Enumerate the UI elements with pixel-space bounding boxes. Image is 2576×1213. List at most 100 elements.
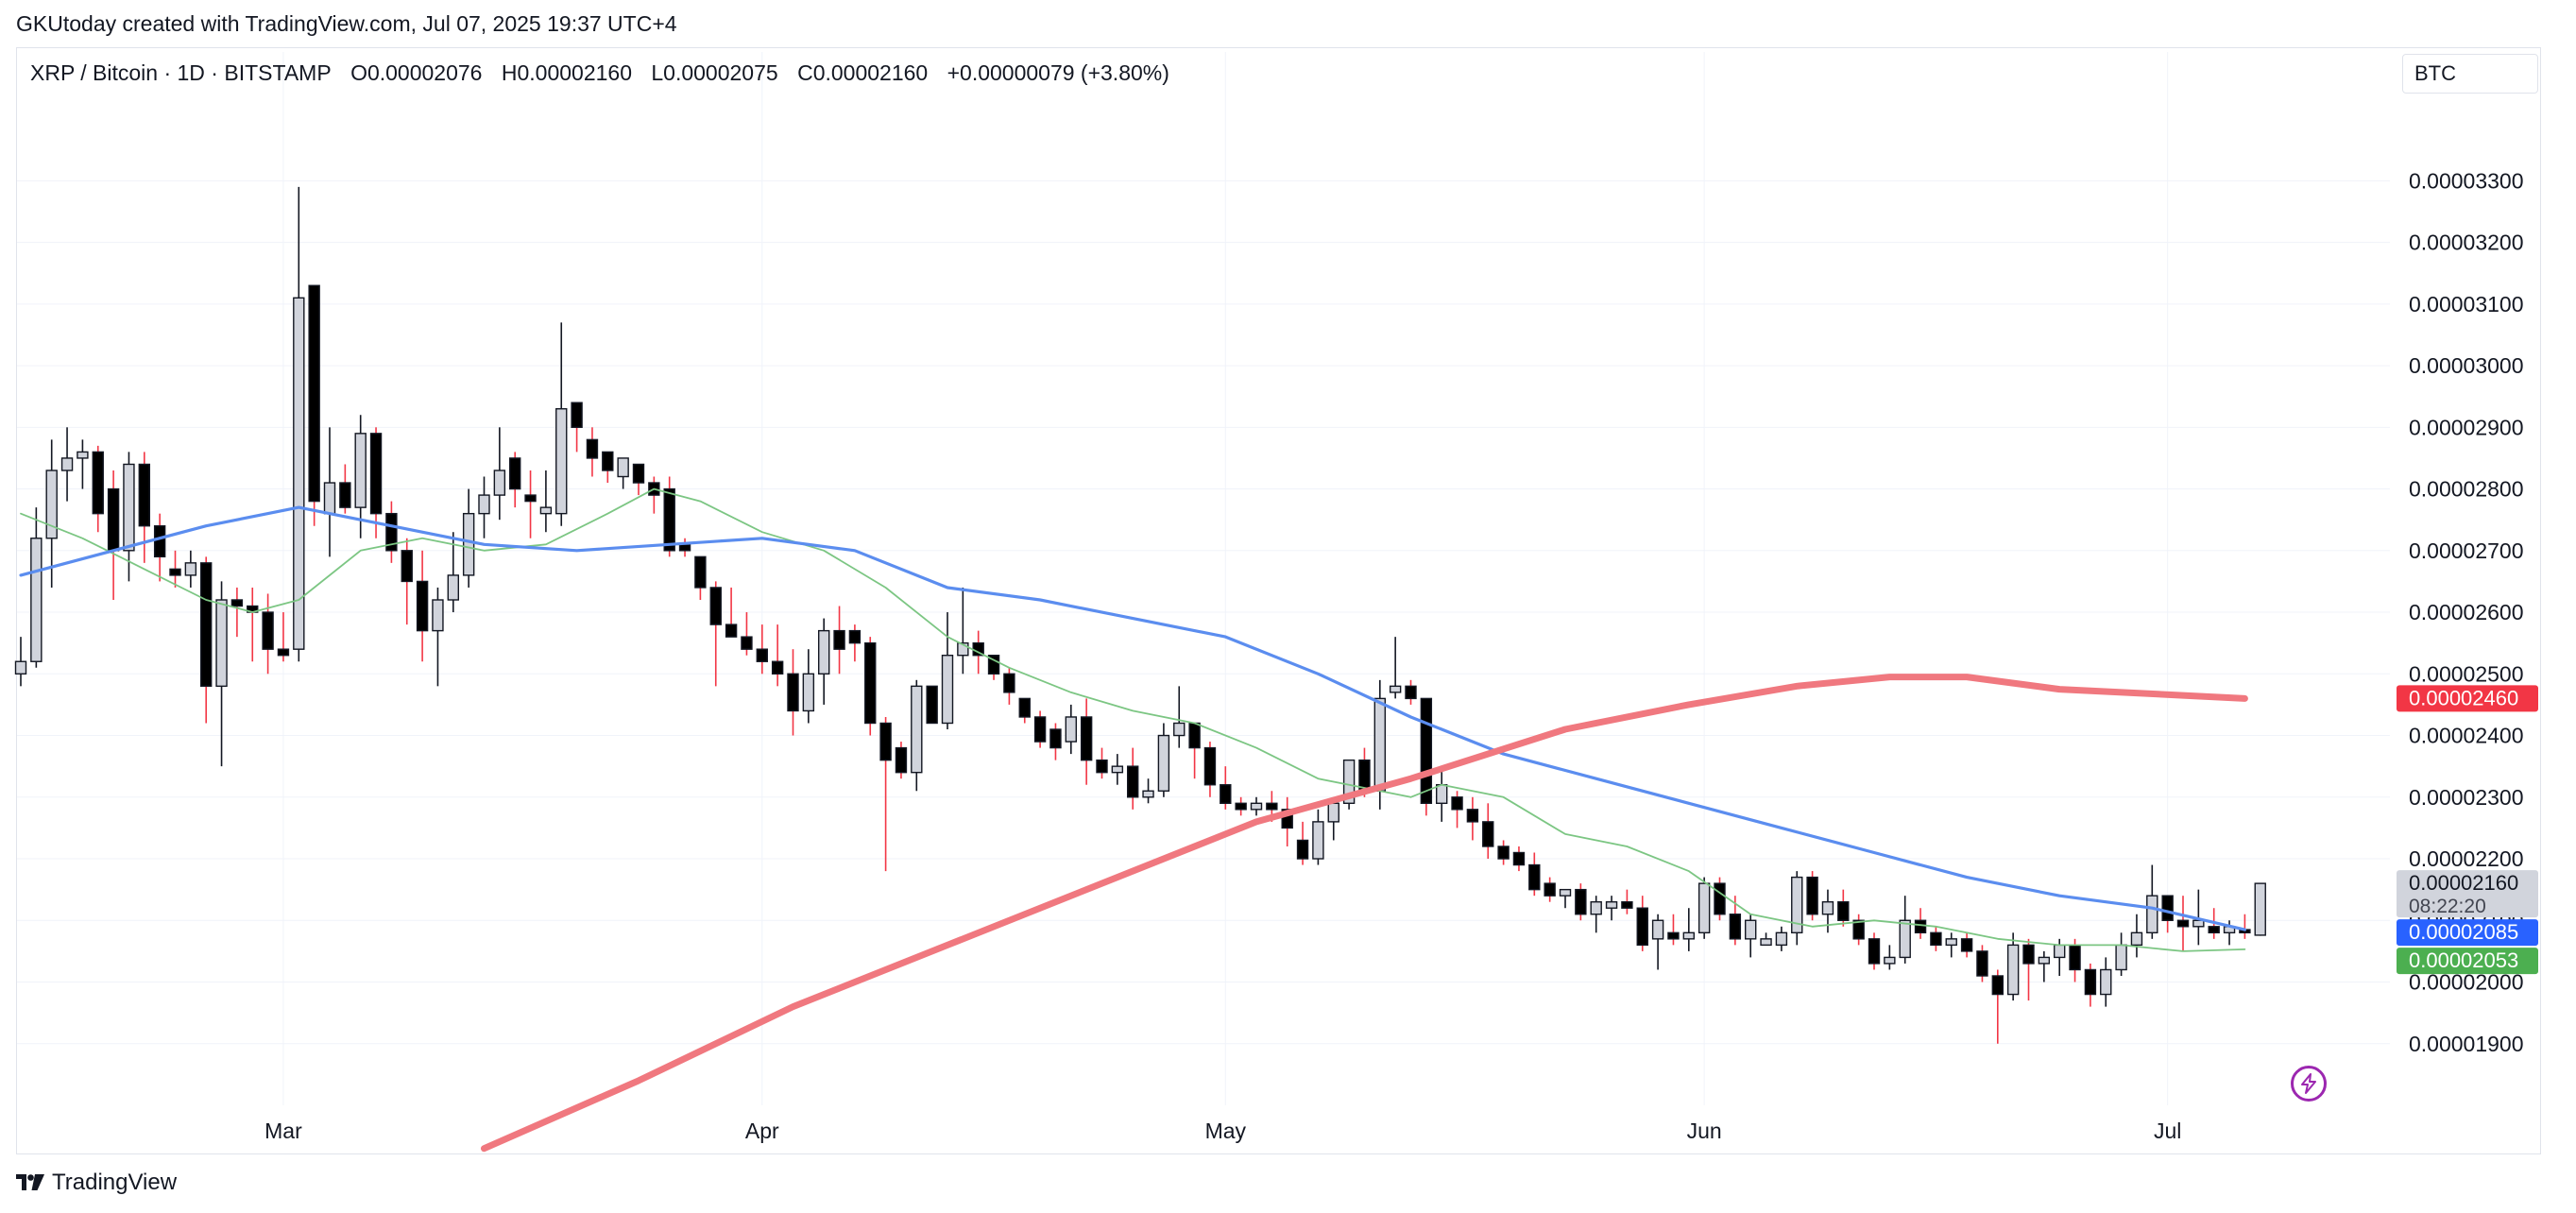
candle-up (1389, 685, 1402, 693)
y-tick-label: 0.00003100 (2409, 292, 2524, 316)
candle-up (2100, 968, 2112, 996)
candle-up (77, 451, 89, 459)
candle-up (1111, 765, 1124, 774)
candle-up (2146, 895, 2158, 934)
candle-up (2006, 944, 2020, 996)
candle-down (1991, 975, 2005, 996)
candle-down (694, 555, 707, 589)
candle-down (771, 660, 784, 675)
ma-green-value-badge (2397, 948, 2538, 975)
legend-close: C0.00002160 (797, 60, 929, 85)
candle-down (138, 463, 151, 527)
candle-down (1575, 888, 1587, 915)
candle-down (926, 685, 938, 725)
y-tick-label: 0.00001900 (2409, 1032, 2524, 1056)
candle-up (1651, 919, 1664, 940)
candle-down (1420, 697, 1433, 805)
candle-down (2022, 944, 2035, 965)
candle-up (2254, 882, 2266, 936)
candle-up (2053, 944, 2066, 959)
candle-down (2069, 944, 2081, 971)
candle-down (1960, 938, 1973, 952)
candle-up (1821, 900, 1834, 915)
candle-down (678, 543, 691, 552)
candle-down (1528, 863, 1541, 891)
candle-down (385, 512, 398, 552)
candle-up (215, 599, 228, 688)
candle-up (818, 629, 830, 675)
candle-down (741, 636, 753, 650)
candle-down (107, 487, 120, 552)
candle-up (432, 599, 444, 632)
currency-button[interactable]: BTC (2402, 54, 2538, 94)
candle-up (1744, 919, 1757, 940)
candle-up (1884, 956, 1896, 965)
candle-down (663, 487, 675, 552)
candle-up (354, 433, 367, 508)
candle-up (539, 506, 553, 515)
candle-down (1806, 876, 1818, 915)
candle-down (92, 451, 104, 515)
candle-up (1605, 900, 1618, 909)
y-tick-label: 0.00002400 (2409, 724, 2524, 748)
candle-up (184, 562, 197, 576)
candle-up (617, 457, 629, 478)
lightning-icon[interactable] (2291, 1066, 2327, 1102)
candle-down (709, 587, 722, 625)
candle-down (1667, 931, 1680, 940)
candle-down (369, 433, 383, 515)
candle-up (14, 660, 27, 675)
candle-down (725, 624, 738, 638)
candle-up (911, 685, 923, 774)
ma-blue-value-badge (2397, 919, 2538, 947)
legend-change: +0.00000079 (+3.80%) (947, 60, 1169, 85)
candle-down (1837, 900, 1850, 921)
candle-down (262, 611, 274, 650)
candle-down (2176, 919, 2190, 928)
candle-down (1235, 802, 1247, 811)
candle-down (1466, 809, 1479, 823)
last-price-countdown: 08:22:20 (2409, 896, 2486, 917)
candle-down (1049, 728, 1062, 749)
candle-down (1220, 784, 1232, 805)
candle-down (308, 284, 320, 503)
candle-down (1126, 765, 1139, 798)
candle-down (1296, 839, 1309, 860)
candle-up (1682, 931, 1696, 940)
candle-down (879, 722, 892, 761)
candle-down (848, 629, 862, 644)
legend-high: H0.00002160 (501, 60, 632, 85)
candle-down (1930, 931, 1942, 947)
candle-down (1033, 716, 1047, 743)
y-tick-label: 0.00002500 (2409, 661, 2524, 686)
candle-up (447, 574, 459, 601)
candle-down (2208, 926, 2220, 934)
candle-up (1791, 876, 1803, 934)
candle-up (1157, 734, 1170, 792)
candle-up (1945, 938, 1957, 947)
candle-down (153, 525, 166, 558)
ma-red-line (481, 674, 2248, 1153)
candle-up (555, 408, 568, 515)
candle-up (1342, 759, 1356, 805)
last-price-label: 0.00002160 (2409, 871, 2518, 895)
candle-down (2161, 895, 2174, 921)
candle-up (941, 655, 954, 725)
candle-up (1899, 919, 1911, 959)
legend-symbol[interactable]: XRP / Bitcoin · 1D · BITSTAMP (30, 60, 332, 85)
tradingview-logo[interactable]: TradingView (16, 1170, 177, 1196)
candle-down (895, 746, 908, 774)
candle-down (632, 463, 645, 484)
tradingview-logo-text: TradingView (52, 1170, 178, 1195)
candle-down (169, 568, 181, 576)
candle-up (2130, 931, 2143, 947)
symbol-legend: XRP / Bitcoin · 1D · BITSTAMP O0.0000207… (30, 60, 1183, 86)
candle-up (2038, 956, 2051, 965)
candle-down (1003, 673, 1015, 693)
candle-down (1018, 697, 1031, 718)
candle-down (1852, 919, 1865, 940)
chart-frame (16, 47, 2541, 1154)
y-tick-label: 0.00002700 (2409, 538, 2524, 563)
candle-down (1868, 938, 1881, 965)
